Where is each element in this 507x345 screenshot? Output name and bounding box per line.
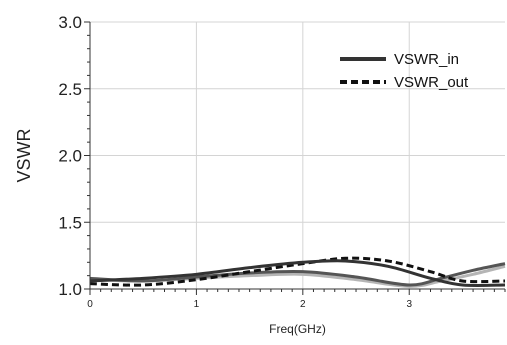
y-tick-label-2: 2.0 bbox=[58, 147, 82, 166]
x-tick-label-0: 0 bbox=[87, 299, 93, 310]
y-tick-label-3: 2.5 bbox=[58, 80, 82, 99]
y-tick-label-4: 3.0 bbox=[58, 13, 82, 32]
legend: VSWR_in VSWR_out bbox=[340, 51, 469, 91]
y-axis: 1.0 1.5 2.0 2.5 3.0 bbox=[58, 13, 90, 299]
series-line-2 bbox=[89, 262, 506, 287]
y-tick-label-0: 1.0 bbox=[58, 280, 82, 299]
x-tick-label-1: 1 bbox=[194, 299, 200, 310]
series-line-0 bbox=[89, 259, 506, 287]
legend-label-1: VSWR_out bbox=[394, 74, 469, 91]
x-axis: 0 1 2 3 bbox=[87, 289, 506, 310]
x-tick-label-2: 2 bbox=[300, 299, 306, 310]
x-axis-label: Freq(GHz) bbox=[269, 322, 326, 336]
y-axis-label: VSWR bbox=[14, 128, 34, 182]
y-tick-label-1: 1.5 bbox=[58, 213, 82, 232]
x-tick-label-3: 3 bbox=[406, 299, 412, 310]
legend-label-0: VSWR_in bbox=[394, 51, 459, 68]
series-layer bbox=[89, 256, 506, 288]
